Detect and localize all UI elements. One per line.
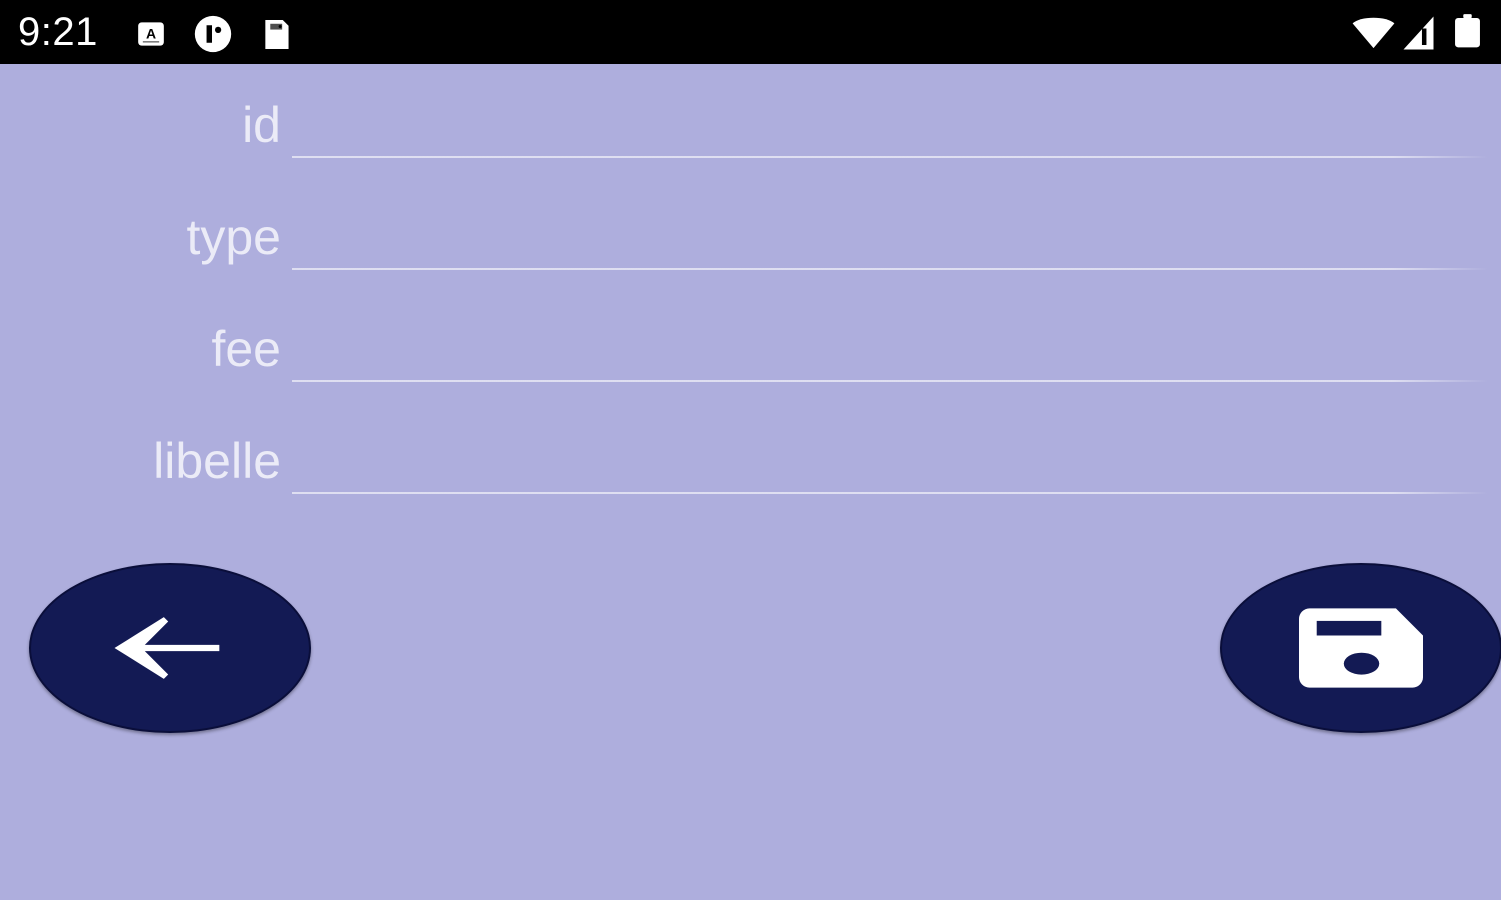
svg-text:A: A (146, 26, 156, 42)
